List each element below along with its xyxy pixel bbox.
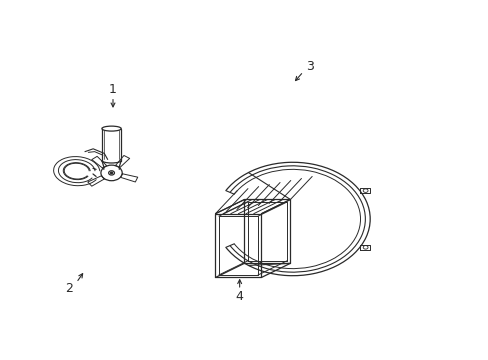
Circle shape [110,172,112,174]
Text: 2: 2 [65,282,73,294]
Text: 3: 3 [305,60,313,73]
Text: 4: 4 [235,291,243,303]
Text: 1: 1 [109,83,117,96]
